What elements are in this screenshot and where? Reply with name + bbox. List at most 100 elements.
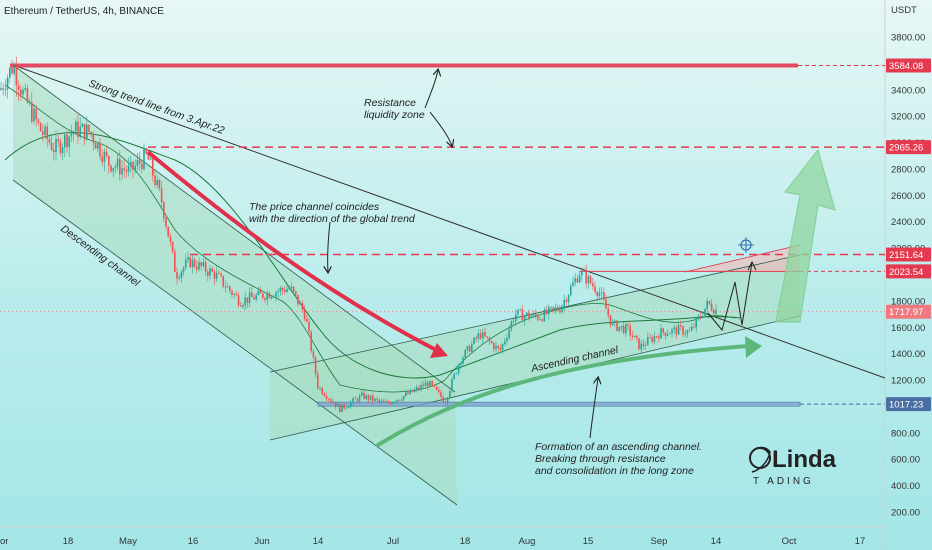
candle-bear: [119, 158, 121, 175]
candle-bear: [314, 357, 317, 374]
price-channel-label-2: with the direction of the global trend: [249, 213, 416, 225]
green-arrow-head: [745, 336, 762, 358]
candle-bull: [598, 292, 601, 296]
candle-bear: [235, 293, 238, 296]
candle-bear: [158, 179, 161, 189]
y-tick-label: 600.00: [891, 455, 920, 466]
candle-bear: [479, 333, 482, 339]
projection-path: [707, 261, 753, 332]
candle-bear: [486, 336, 488, 338]
candle-bear: [99, 142, 101, 157]
candle-bull: [198, 262, 200, 270]
candle-bull: [233, 293, 235, 295]
candle-bull: [374, 398, 376, 401]
candle-bear: [576, 278, 579, 283]
candle-bear: [281, 288, 284, 291]
candle-bear: [154, 175, 156, 186]
candle-bull: [270, 296, 273, 299]
candle-bear: [264, 297, 266, 300]
candles: [0, 56, 717, 413]
candle-bear: [427, 382, 429, 386]
logo-trading-text: T ADING: [753, 476, 814, 487]
candle-bull: [277, 291, 279, 293]
candle-bear: [167, 226, 169, 237]
price-tag: [886, 304, 931, 319]
candle-bear: [541, 319, 543, 321]
candle-bear: [39, 122, 42, 132]
candle-bear: [605, 299, 607, 309]
price-tag-label: 2151.64: [889, 250, 923, 261]
candle-bear: [292, 286, 295, 292]
candle-bear: [196, 266, 198, 270]
candle-bear: [378, 399, 381, 402]
candle-bear: [57, 139, 59, 142]
candle-bull: [75, 121, 77, 132]
candle-bear: [622, 325, 625, 334]
price-tag: [886, 140, 931, 155]
moving-average-slow: [4, 132, 741, 379]
candle-bear: [303, 309, 306, 319]
candle-bull: [13, 67, 15, 74]
candle-bull: [226, 286, 229, 288]
candle-bear: [94, 143, 97, 149]
candle-bear: [17, 85, 20, 90]
candle-bull: [143, 149, 145, 170]
candle-bear: [389, 402, 392, 404]
y-tick-label: 1200.00: [891, 376, 925, 387]
time-axis[interactable]: or 18 May 16 Jun 14 Jul 18 Aug 15 Sep 14 Oct 17: [0, 536, 865, 547]
candle-bear: [125, 169, 128, 172]
y-tick-label: 800.00: [891, 428, 920, 439]
price-tags: 3584.08 2965.26 2151.64 2023.54 1717.97 1017.…: [886, 58, 931, 412]
candle-bear: [165, 218, 167, 227]
candle-bear: [132, 161, 134, 170]
candle-bear: [488, 337, 491, 342]
candle-bear: [603, 291, 605, 300]
candle-bear: [534, 313, 537, 316]
x-tick-label: 15: [583, 536, 594, 547]
candle-bull: [501, 343, 504, 350]
candle-bear: [189, 257, 191, 268]
candle-bull: [633, 335, 636, 337]
candle-bull: [97, 142, 99, 149]
candle-bull: [666, 334, 669, 336]
candle-bear: [11, 67, 13, 74]
candle-bull: [453, 373, 455, 379]
candle-bear: [493, 343, 495, 350]
price-tag: [886, 247, 931, 262]
candle-bull: [462, 357, 464, 364]
candle-bull: [257, 290, 260, 296]
candle-bear: [596, 292, 598, 296]
candle-bull: [539, 319, 541, 321]
candle-bull: [70, 133, 73, 137]
candle-bear: [332, 401, 334, 403]
candle-bull: [413, 389, 416, 392]
candle-bear: [609, 315, 612, 326]
candle-bear: [675, 327, 678, 335]
target-crosshair-icon[interactable]: [738, 237, 754, 253]
candle-bear: [442, 397, 444, 403]
candle-bull: [72, 131, 75, 134]
candle-bear: [376, 398, 378, 400]
candle-bull: [504, 341, 506, 344]
candle-bear: [50, 142, 53, 150]
candle-bull: [369, 395, 372, 400]
candle-bear: [383, 400, 385, 403]
candle-bear: [20, 89, 22, 95]
candle-bear: [108, 155, 110, 166]
linda-trading-logo: Linda T ADING: [749, 446, 837, 487]
candle-bear: [141, 163, 143, 170]
candle-bear: [497, 345, 499, 348]
candle-bull: [506, 337, 508, 342]
x-tick-label: or: [0, 536, 8, 547]
candle-bull: [191, 259, 194, 268]
candle-bear: [407, 392, 409, 395]
candle-bull: [706, 300, 708, 309]
candle-bear: [583, 270, 585, 272]
candle-bear: [207, 271, 209, 276]
candle-bear: [627, 324, 629, 326]
candle-bull: [156, 179, 158, 186]
candle-bear: [77, 121, 79, 137]
y-tick-label: 2400.00: [891, 217, 925, 228]
